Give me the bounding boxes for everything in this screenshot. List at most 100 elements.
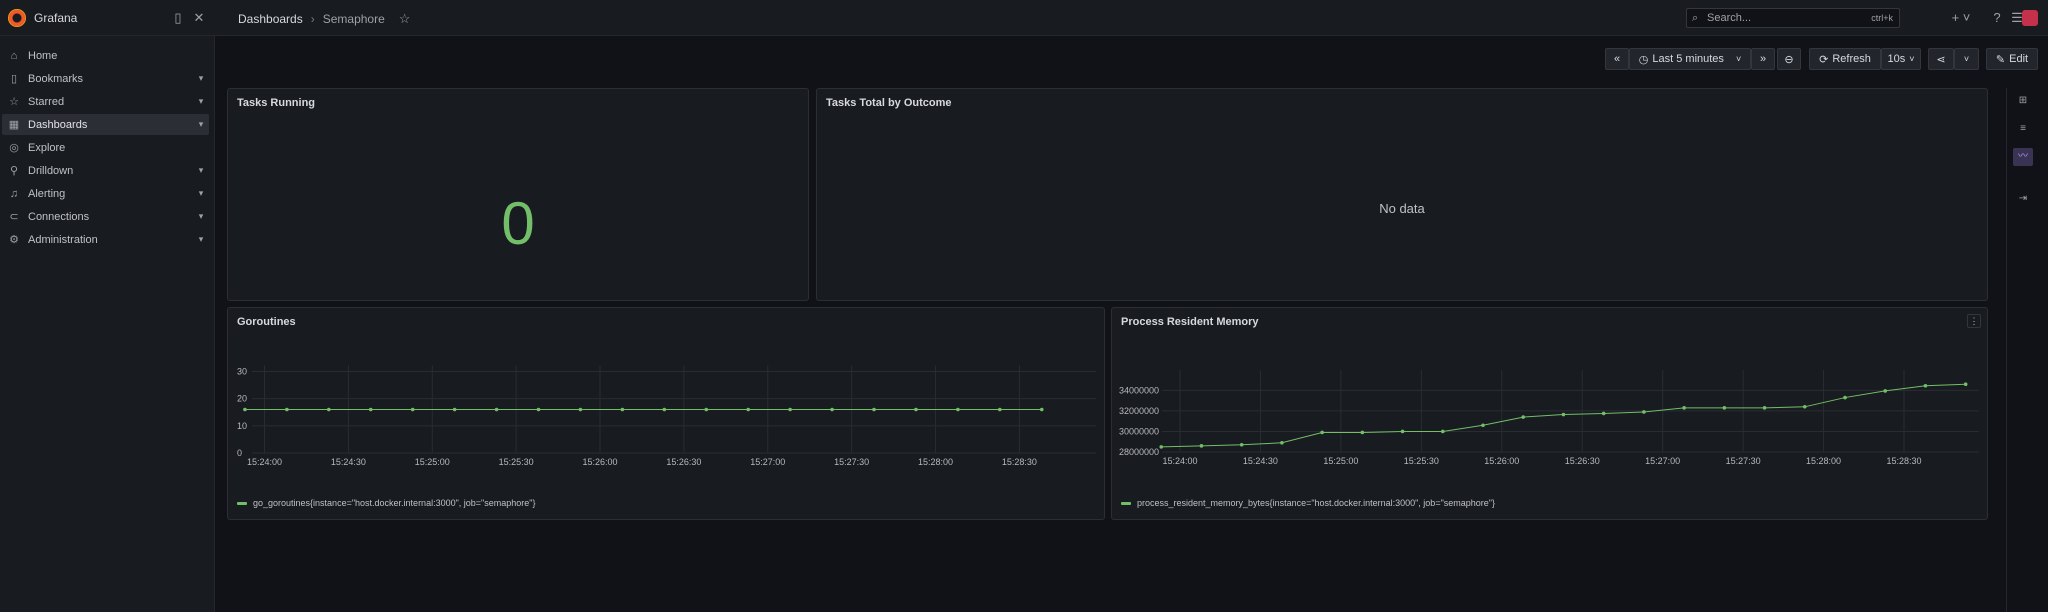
data-point <box>788 407 792 412</box>
x-tick-label: 15:26:30 <box>1565 456 1600 466</box>
sidebar-item-drilldown[interactable]: ⚲ Drilldown ▾ <box>2 160 209 181</box>
dock-menu-icon[interactable]: ▯ <box>174 10 182 25</box>
legend-label: go_goroutines{instance="host.docker.inte… <box>253 498 536 508</box>
y-tick-label: 34000000 <box>1119 385 1159 395</box>
close-icon[interactable]: ✕ <box>193 10 205 25</box>
panel-title: Tasks Running <box>237 97 316 109</box>
data-point <box>1802 405 1807 409</box>
chevrons-right-icon: » <box>1759 53 1767 65</box>
x-tick-label: 15:25:00 <box>415 457 450 467</box>
collapse-icon[interactable]: ⇥ <box>2018 193 2028 204</box>
chevron-down-icon: ˅ <box>1735 54 1742 64</box>
panel-process-resident-memory[interactable]: Process Resident Memory ⋮ 28000000 300000… <box>1111 307 1988 520</box>
microscope-icon: ⚲ <box>9 165 19 177</box>
data-point <box>494 407 499 412</box>
x-tick-label: 15:26:30 <box>666 457 701 467</box>
sidebar-item-explore[interactable]: ◎ Explore <box>2 137 209 158</box>
search-icon: ⌕ <box>1692 12 1699 24</box>
sidebar: ⌂ Home ▯ Bookmarks ▾ ☆ Starred ▾ ▦ Dashb… <box>0 36 215 612</box>
data-point <box>578 407 583 412</box>
chevron-down-icon[interactable]: ▾ <box>198 234 204 244</box>
avatar[interactable] <box>2022 10 2038 26</box>
chevron-down-icon[interactable]: ▾ <box>198 165 204 175</box>
data-point <box>410 407 415 412</box>
chevron-down-icon[interactable]: ▾ <box>198 211 204 221</box>
list-icon[interactable]: ≡ <box>2020 123 2026 134</box>
star-icon[interactable]: ☆ <box>398 11 411 26</box>
data-point <box>914 407 918 412</box>
y-tick-label: 30 <box>237 367 247 377</box>
right-rail: ⊞ ≡ 〰 ⇥ <box>2006 88 2038 612</box>
data-point <box>662 407 667 412</box>
panel-tasks-total-by-outcome[interactable]: Tasks Total by Outcome No data <box>816 88 1988 301</box>
y-tick-label: 0 <box>237 448 242 458</box>
breadcrumb-separator: › <box>310 12 315 26</box>
refresh-label: Refresh <box>1832 53 1871 65</box>
panel-menu-icon[interactable]: ⋮ <box>1967 314 1981 328</box>
sidebar-item-connections[interactable]: ⊂ Connections ▾ <box>2 206 209 227</box>
legend-item[interactable]: process_resident_memory_bytes{instance="… <box>1121 498 1495 508</box>
chevron-down-icon[interactable]: ▾ <box>198 119 204 129</box>
data-point <box>1239 443 1244 447</box>
data-point <box>1963 382 1968 387</box>
outline-icon[interactable]: ⊞ <box>2018 95 2028 106</box>
top-bar: Grafana ▯ ✕ Dashboards › Semaphore ☆ ⌕ S… <box>0 0 2048 36</box>
x-tick-label: 15:24:30 <box>1243 456 1278 466</box>
no-data-message: No data <box>1379 201 1425 216</box>
sidebar-item-home[interactable]: ⌂ Home <box>2 45 209 66</box>
time-range-picker[interactable]: ◷ Last 5 minutes ˅ <box>1629 48 1751 70</box>
sidebar-item-alerting[interactable]: ♫ Alerting ▾ <box>2 183 209 204</box>
grafana-logo-icon <box>8 9 26 27</box>
data-point <box>1280 440 1284 445</box>
time-shift-forward-button[interactable]: » <box>1751 48 1775 70</box>
data-point <box>327 407 331 412</box>
x-tick-label: 15:24:30 <box>331 457 366 467</box>
data-point <box>1561 412 1566 417</box>
data-point <box>1320 430 1324 435</box>
y-tick-label: 28000000 <box>1119 447 1159 457</box>
sidebar-item-dashboards[interactable]: ▦ Dashboards ▾ <box>2 114 209 135</box>
stat-value: 0 <box>501 190 535 257</box>
share-menu-button[interactable]: ˅ <box>1954 48 1979 70</box>
add-icon[interactable]: + ˅ <box>1951 10 1971 25</box>
x-tick-label: 15:24:00 <box>1162 456 1197 466</box>
edit-button[interactable]: ✎ Edit <box>1986 48 2038 70</box>
data-point <box>368 407 373 412</box>
legend-item[interactable]: go_goroutines{instance="host.docker.inte… <box>237 498 535 508</box>
x-tick-label: 15:24:00 <box>247 457 282 467</box>
sidebar-item-starred[interactable]: ☆ Starred ▾ <box>2 91 209 112</box>
refresh-interval-picker[interactable]: 10s ˅ <box>1881 48 1921 70</box>
data-point <box>452 407 457 412</box>
share-icon: ⋖ <box>1936 53 1946 66</box>
goroutines-chart[interactable]: 0 10 20 30 15:24:00 15:24:30 15:25:00 15:25:30 1… <box>228 338 1104 498</box>
chart-icon[interactable]: 〰 <box>2013 148 2033 166</box>
help-icon[interactable]: ? <box>1993 10 2001 25</box>
data-point <box>620 407 625 412</box>
sidebar-item-bookmarks[interactable]: ▯ Bookmarks ▾ <box>2 68 209 89</box>
panel-goroutines[interactable]: Goroutines 0 10 20 30 15:24:00 15:24:30 15:25:… <box>227 307 1105 520</box>
zoom-out-icon: ⊖ <box>1784 53 1794 66</box>
x-tick-label: 15:27:30 <box>1726 456 1761 466</box>
chevron-down-icon: ˅ <box>1909 54 1915 64</box>
chevron-down-icon[interactable]: ▾ <box>198 96 204 106</box>
search-input[interactable]: ⌕ Search... ctrl+k <box>1686 8 1900 28</box>
panel-title: Tasks Total by Outcome <box>826 97 952 109</box>
chevron-down-icon[interactable]: ▾ <box>198 188 204 198</box>
chevron-down-icon[interactable]: ▾ <box>198 73 204 83</box>
time-shift-back-button[interactable]: « <box>1605 48 1629 70</box>
news-icon[interactable]: ☰ <box>2011 10 2023 25</box>
zoom-out-button[interactable]: ⊖ <box>1777 48 1801 70</box>
memory-chart[interactable]: 28000000 30000000 32000000 34000000 15:24:00… <box>1112 338 1987 498</box>
refresh-button[interactable]: ⟳ Refresh <box>1809 48 1881 70</box>
y-tick-label: 30000000 <box>1119 426 1159 436</box>
brand[interactable]: Grafana <box>8 9 77 27</box>
sidebar-item-administration[interactable]: ⚙ Administration ▾ <box>2 229 209 250</box>
data-point <box>1481 423 1485 428</box>
breadcrumb-dashboards[interactable]: Dashboards <box>238 12 303 26</box>
x-tick-label: 15:26:00 <box>1484 456 1519 466</box>
data-point <box>1521 415 1526 419</box>
data-point <box>1440 429 1445 434</box>
data-point <box>704 407 709 412</box>
panel-tasks-running[interactable]: Tasks Running 0 <box>227 88 809 301</box>
share-button[interactable]: ⋖ <box>1928 48 1954 70</box>
